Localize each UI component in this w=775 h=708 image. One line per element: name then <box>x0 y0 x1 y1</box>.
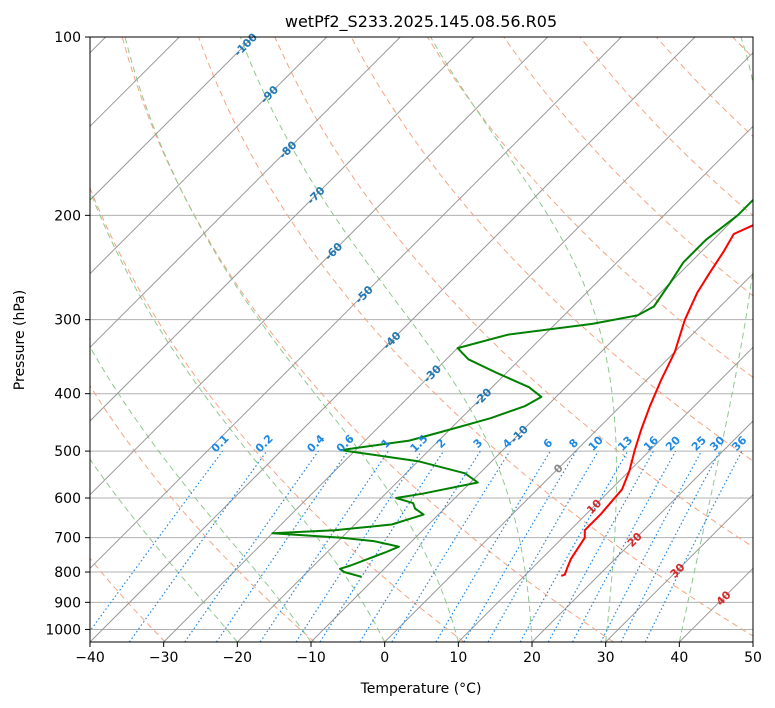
mixing-ratio-line <box>391 450 511 642</box>
mixing-ratio-label: 2 <box>434 436 449 451</box>
y-tick-label: 200 <box>54 208 81 224</box>
chart-title: wetPf2_S233.2025.145.08.56.R05 <box>285 12 557 32</box>
mixing-ratio-label: 0.4 <box>304 432 327 455</box>
y-tick-label: 700 <box>54 531 81 547</box>
dry-adiabat <box>350 37 753 462</box>
mixing-ratio-label: 20 <box>663 433 683 453</box>
mixing-ratio-line <box>572 450 677 642</box>
mixing-ratio-line <box>128 450 268 642</box>
mixing-ratio-line <box>359 450 481 642</box>
y-tick-label: 1000 <box>45 622 81 638</box>
mixing-ratio-line <box>644 450 743 642</box>
moist-adiabat <box>678 37 753 642</box>
moist-adiabat <box>90 189 386 642</box>
isotherm <box>310 199 753 642</box>
x-tick-label: −40 <box>75 650 105 666</box>
isotherm <box>384 272 753 642</box>
x-axis: −40 −30 −20 −10 0 10 20 30 40 50 <box>75 642 762 666</box>
isotherm <box>531 420 753 642</box>
mixing-ratio-label: 10 <box>586 433 606 453</box>
isotherm <box>90 37 328 275</box>
dry-adiabat <box>121 37 614 642</box>
isotherm <box>90 37 254 201</box>
isotherm <box>236 125 753 642</box>
isotherm <box>457 346 753 642</box>
moist-adiabat <box>90 345 312 642</box>
x-tick-label: 40 <box>670 650 688 666</box>
mixing-ratio-label: 1 <box>379 436 394 451</box>
y-axis: 100 200 300 400 500 600 700 800 900 1000 <box>45 30 90 638</box>
isotherm <box>163 51 753 642</box>
isotherm <box>90 37 696 642</box>
mixing-ratio-label: 30 <box>707 433 727 453</box>
mixing-ratio-line <box>547 450 655 642</box>
mixing-ratio-line <box>184 450 319 642</box>
y-tick-label: 900 <box>54 595 81 611</box>
isotherm <box>752 641 753 642</box>
mixing-ratio-line <box>319 450 445 642</box>
moist-adiabat <box>90 458 238 642</box>
x-tick-label: 30 <box>597 650 615 666</box>
x-axis-label: Temperature (°C) <box>360 681 482 697</box>
mixing-ratio-line <box>600 450 702 642</box>
moist-adiabat <box>430 37 617 642</box>
y-tick-label: 400 <box>54 387 81 403</box>
x-tick-label: 20 <box>523 650 541 666</box>
mixing-ratio-line <box>463 450 577 642</box>
x-tick-label: 50 <box>744 650 762 666</box>
mixing-ratio-label: 36 <box>729 433 749 453</box>
mixing-ratio-label: 0.1 <box>209 432 232 455</box>
x-tick-label: −20 <box>223 650 253 666</box>
mixing-ratio-line <box>216 450 349 642</box>
dry-adiabat <box>274 37 753 548</box>
mixing-ratio-line <box>487 450 599 642</box>
isotherm-label: -100 <box>231 30 260 59</box>
x-tick-label: 10 <box>449 650 467 666</box>
dry-adiabat <box>503 37 753 297</box>
plot-frame <box>89 36 754 643</box>
mixing-ratio-line <box>90 450 224 633</box>
mixing-ratio-label: 8 <box>566 436 581 451</box>
mixing-ratio-line <box>435 450 551 642</box>
mixing-ratio-label: 3 <box>471 436 486 451</box>
dewpoint-profile-line <box>271 198 753 578</box>
x-tick-label: 0 <box>380 650 389 666</box>
mixing-ratio-line <box>259 450 389 642</box>
isotherm <box>90 37 401 349</box>
y-tick-label: 600 <box>54 491 81 507</box>
x-tick-label: −10 <box>296 650 326 666</box>
dry-adiabat <box>426 37 753 378</box>
isotherm-label: -90 <box>258 83 281 106</box>
isotherm <box>605 493 753 642</box>
moist-adiabat <box>239 37 533 642</box>
isotherm <box>90 37 549 496</box>
mixing-ratio-label: 16 <box>641 433 661 453</box>
series-layer <box>271 198 753 578</box>
y-tick-label: 800 <box>54 565 81 581</box>
dry-adiabat <box>656 37 753 138</box>
mixing-ratio-label: 6 <box>541 436 556 451</box>
dry-adiabat <box>90 186 465 642</box>
pressure-grid <box>90 36 753 630</box>
dry-adiabat <box>90 384 316 642</box>
isotherm <box>678 567 753 642</box>
y-tick-label: 100 <box>54 30 81 46</box>
mixing-ratio-line <box>295 450 422 642</box>
x-tick-label: −30 <box>149 650 179 666</box>
moist-adiabat <box>124 37 459 642</box>
background-lines <box>90 37 753 642</box>
y-axis-label: Pressure (hPa) <box>12 290 28 390</box>
mixing-ratio-line <box>519 450 629 642</box>
dry-adiabat <box>732 37 753 59</box>
isotherm <box>90 37 622 570</box>
y-tick-label: 300 <box>54 313 81 329</box>
y-tick-label: 500 <box>54 444 81 460</box>
temperature-profile-line <box>560 224 753 577</box>
isotherm <box>90 37 475 422</box>
